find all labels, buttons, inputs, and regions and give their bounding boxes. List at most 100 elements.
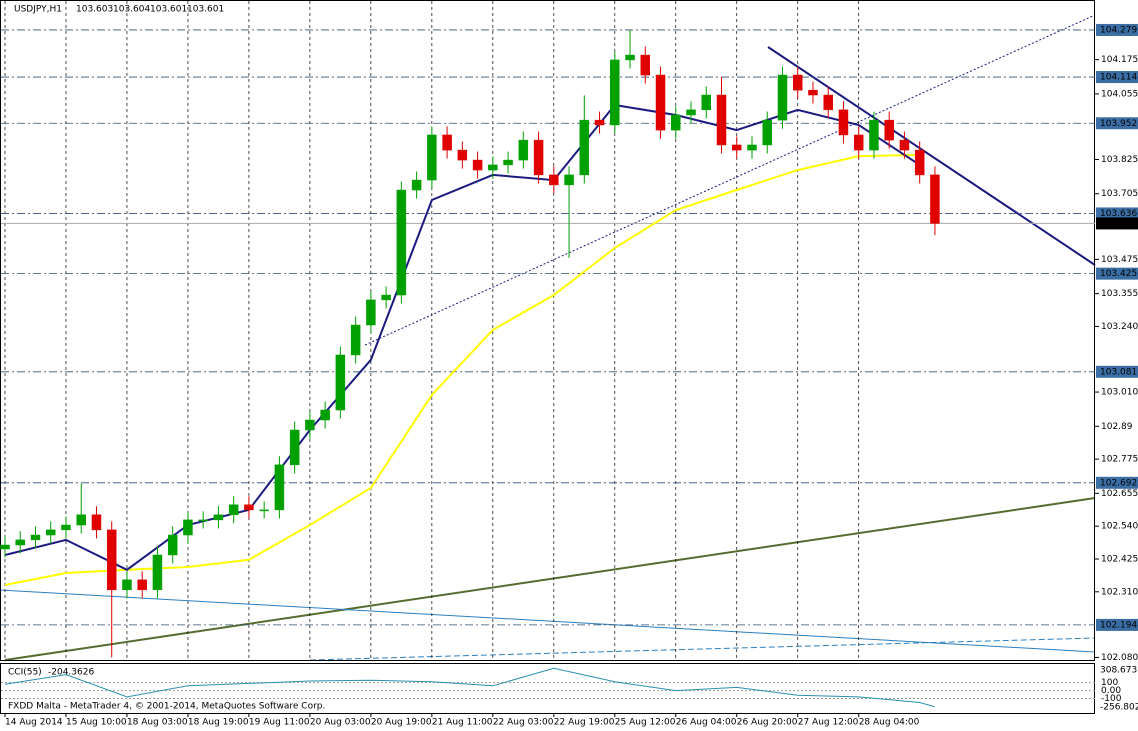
y-tick-label: 102.775 (1101, 455, 1138, 465)
indicator-value: -204.3626 (48, 668, 94, 678)
y-tick-label: -100 (1101, 694, 1122, 704)
y-tick-label: 103.825 (1101, 155, 1138, 165)
trend-line (767, 46, 1096, 266)
level-box (1096, 117, 1138, 130)
header-value: 103.601 (150, 5, 187, 15)
x-tick-label: 21 Aug 11:00 (432, 718, 493, 728)
level-box (1096, 618, 1138, 631)
x-tick-label: 19 Aug 11:00 (249, 718, 310, 728)
x-tick-label: 18 Aug 03:00 (127, 718, 188, 728)
level-box (1096, 23, 1138, 36)
candle-body (396, 189, 407, 296)
header-value: 103.601 (187, 5, 224, 15)
candle-body (930, 174, 940, 224)
candle-body (884, 119, 894, 141)
level-label: 102.692 (1100, 478, 1137, 488)
candle-body (274, 464, 285, 511)
symbol: USDJPY,H1 (14, 5, 62, 15)
level-label: 103.952 (1100, 119, 1137, 129)
y-tick-label: 102.540 (1101, 522, 1138, 532)
candle-body (655, 74, 666, 131)
trend-line (309, 637, 1096, 661)
candle-body (366, 299, 376, 326)
candle-body (777, 74, 788, 121)
x-tick-label: 20 Aug 19:00 (371, 718, 432, 728)
candle-body (183, 519, 193, 536)
candle-body (289, 429, 300, 466)
candle-body (335, 354, 346, 411)
candle-body (122, 579, 132, 591)
level-label: 102.194 (1100, 620, 1137, 630)
candle-body (518, 139, 529, 161)
current-price-box (1096, 217, 1138, 230)
candle-body (167, 534, 178, 556)
indicator-title: CCI(55) (8, 668, 42, 678)
candle-body (503, 159, 513, 166)
drawings (0, 14, 1096, 661)
candle-body (625, 54, 635, 61)
y-tick-label: 103.240 (1101, 322, 1138, 332)
level-label: 104.279 (1100, 25, 1137, 35)
x-tick-label: 26 Aug 04:00 (676, 718, 737, 728)
candle-body (350, 324, 361, 356)
main-panel (0, 0, 1095, 661)
level-box (1096, 267, 1138, 280)
y-tick-label: 0.00 (1101, 686, 1121, 696)
y-limit-label: -256.8024 (1100, 703, 1138, 713)
current-price-label: 103.601 (1100, 219, 1137, 229)
candle-body (0, 544, 10, 550)
level-label: 103.425 (1100, 269, 1137, 279)
indicator-line (4, 667, 936, 708)
candle-body (686, 109, 696, 116)
candle-body (61, 524, 71, 531)
candle-body (15, 539, 25, 546)
y-tick-label: 102.89 (1101, 422, 1133, 432)
candle-body (152, 554, 163, 591)
trend-line (364, 14, 1096, 346)
x-tick-label: 15 Aug 10:00 (66, 718, 127, 728)
candle-body (899, 139, 910, 151)
y-tick-label: 102.080 (1101, 653, 1138, 663)
level-box (1096, 71, 1138, 84)
candle-body (76, 514, 86, 526)
trend-line (0, 589, 1096, 653)
candle-body (808, 89, 818, 96)
y-tick-label: 103.010 (1101, 388, 1138, 398)
y-tick-label: 100 (1101, 678, 1118, 688)
x-tick-label: 27 Aug 12:00 (798, 718, 859, 728)
y-tick-label: 102.655 (1101, 489, 1138, 499)
y-tick-label: 102.310 (1101, 587, 1138, 597)
candle-body (762, 119, 772, 146)
trend-line (4, 497, 1096, 661)
level-label: 103.081 (1100, 367, 1137, 377)
y-tick-label: 104.055 (1101, 89, 1138, 99)
candle-body (564, 174, 574, 186)
candle-body (869, 119, 879, 151)
x-tick-label: 28 Aug 04:00 (859, 718, 920, 728)
candle-body (914, 149, 925, 176)
candle-body (823, 94, 833, 111)
candle-body (213, 514, 224, 521)
level-box (1096, 207, 1138, 220)
candle-body (305, 419, 315, 431)
candle-body (853, 134, 864, 151)
candle-body (488, 164, 498, 171)
candle-body (106, 529, 117, 591)
level-box (1096, 365, 1138, 378)
candle-body (533, 139, 544, 176)
candle-body (549, 174, 559, 186)
candle-body (579, 119, 590, 176)
candle-body (747, 144, 757, 151)
y-limit-label: 308.6731 (1100, 666, 1138, 676)
candle-body (91, 514, 102, 531)
candle-body (731, 144, 742, 151)
x-tick-label: 26 Aug 20:00 (737, 718, 798, 728)
candle-body (594, 119, 605, 126)
candle-body (472, 159, 483, 171)
y-tick-label: 104.175 (1101, 55, 1138, 65)
x-tick-label: 18 Aug 19:00 (188, 718, 249, 728)
candle-body (716, 94, 727, 146)
x-tick-label: 22 Aug 19:00 (554, 718, 615, 728)
